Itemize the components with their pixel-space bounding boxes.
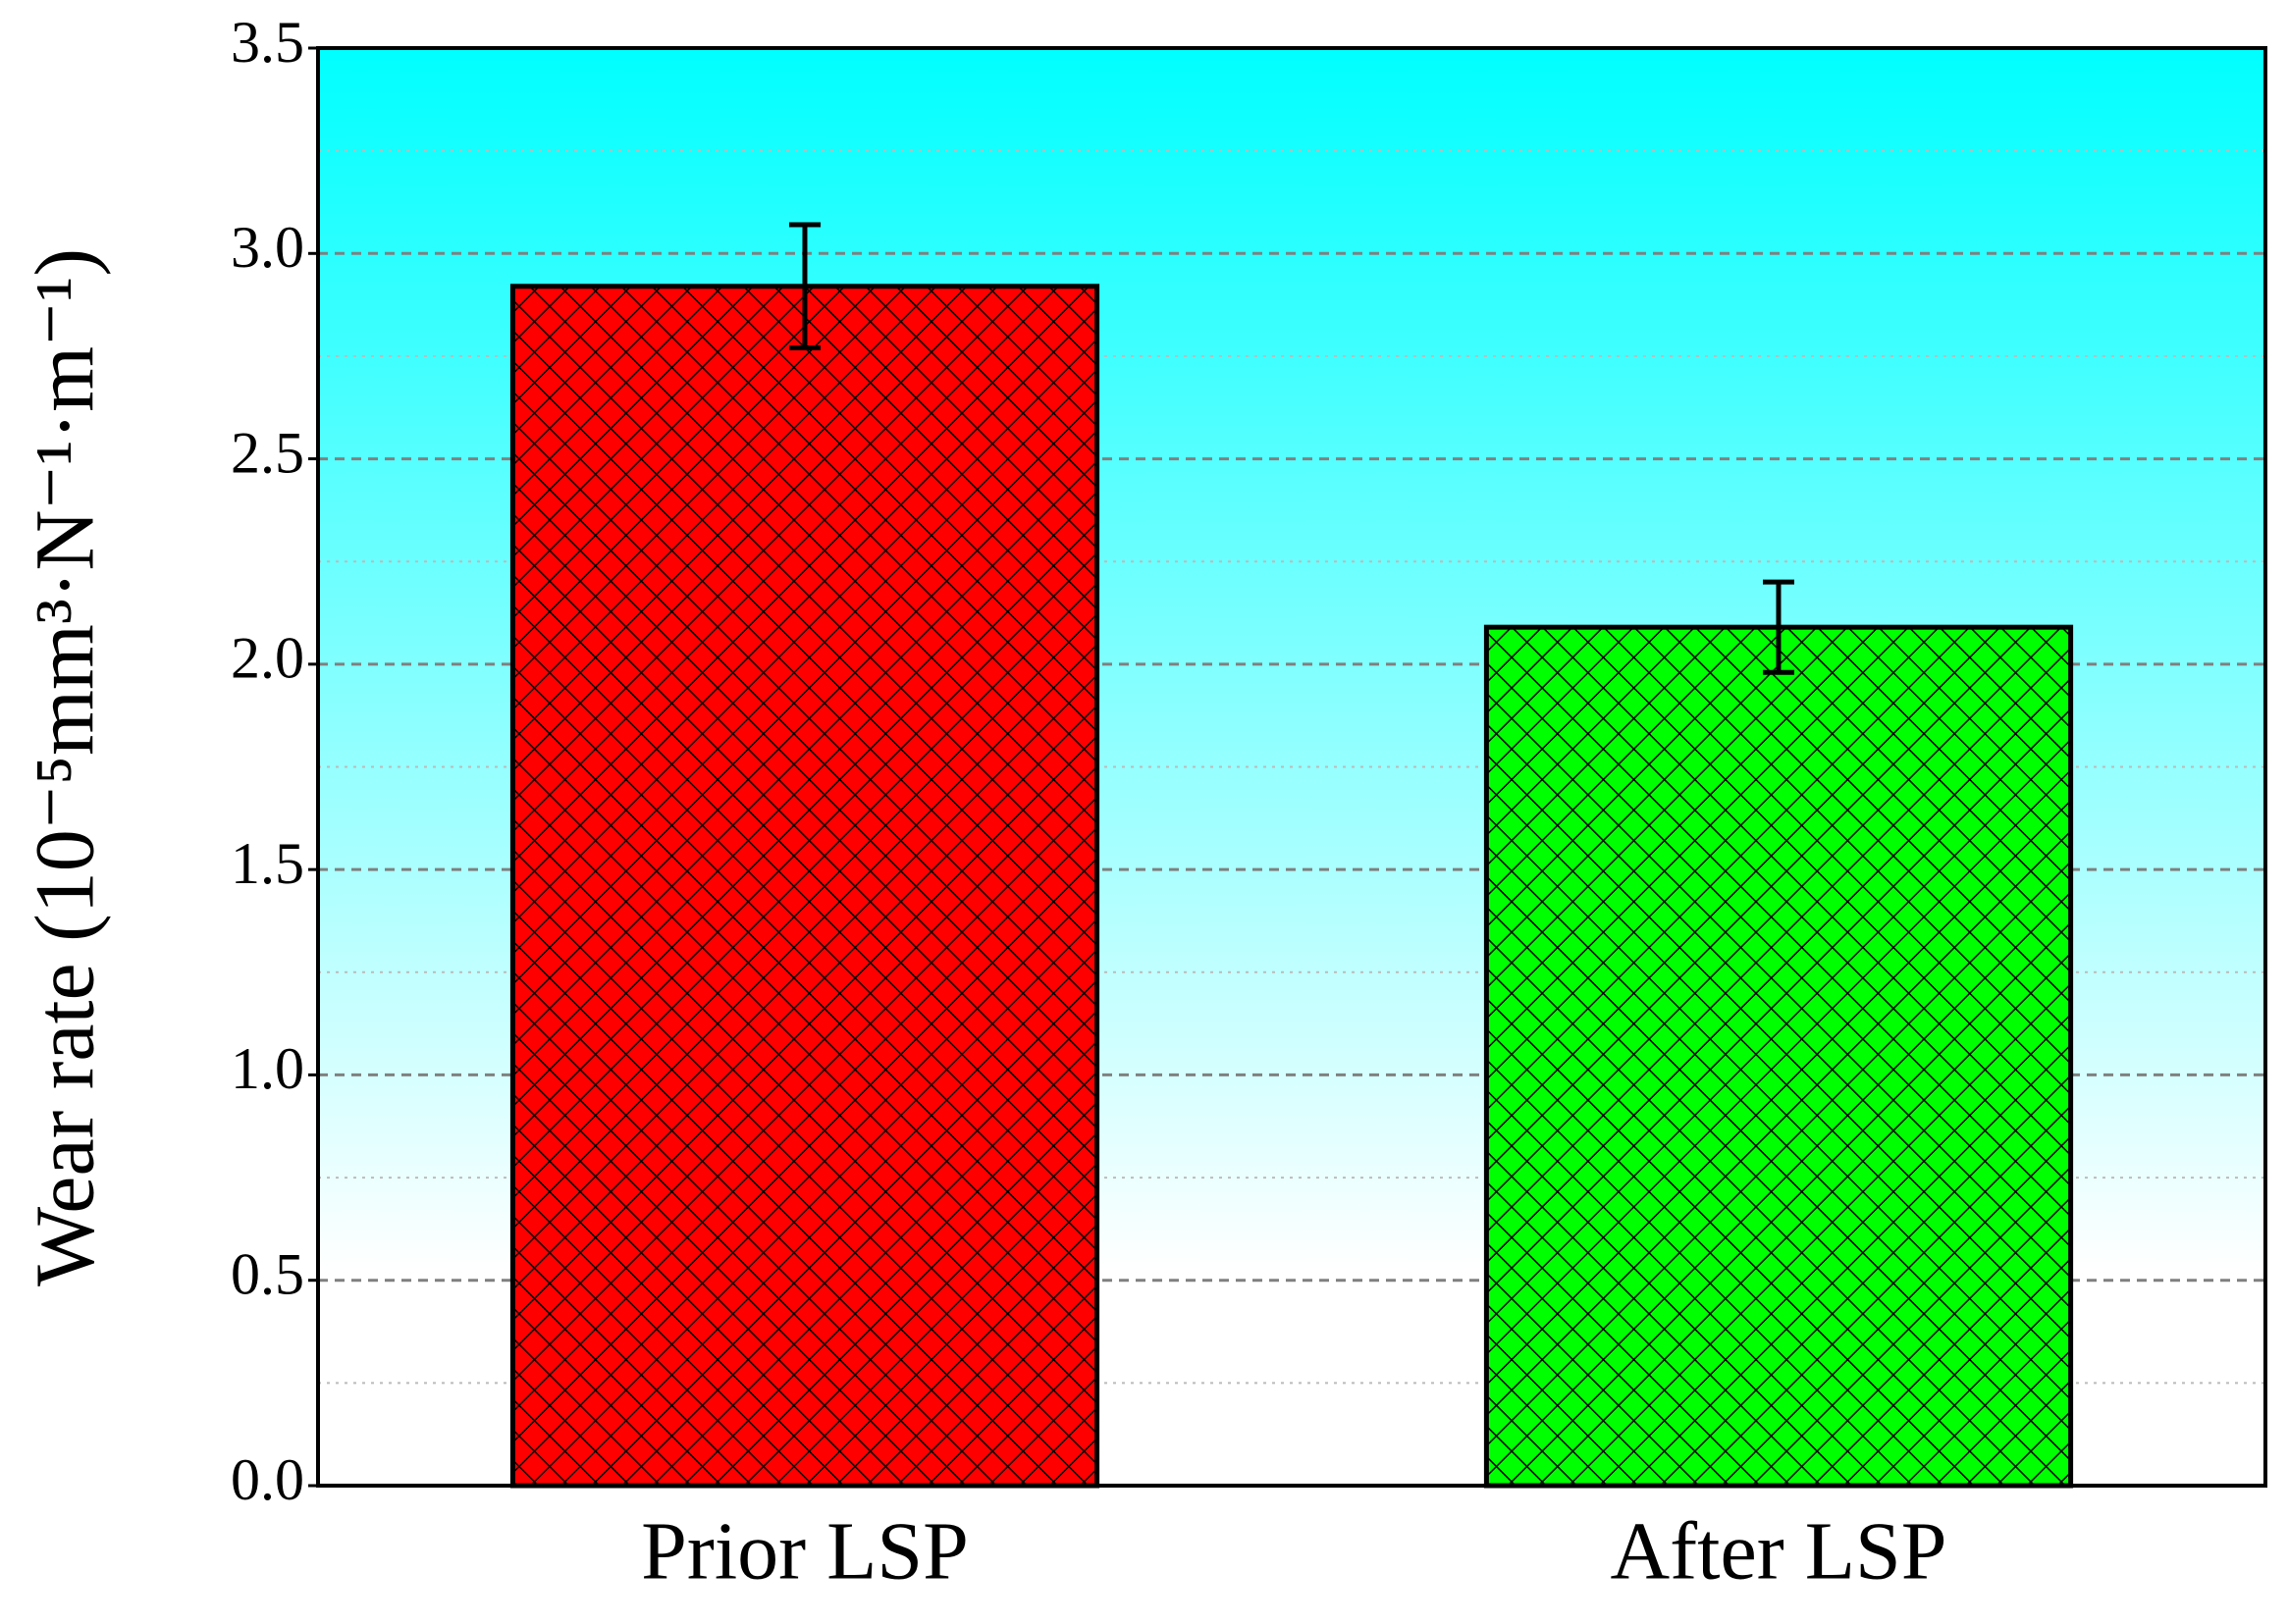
y-tick-label: 2.0	[231, 626, 304, 691]
y-axis-label: Wear rate (10⁻⁵mm³·N⁻¹·m⁻¹)	[18, 248, 112, 1286]
y-tick-label: 2.5	[231, 420, 304, 485]
plot-frame	[316, 46, 2267, 1488]
bar-hatch	[509, 284, 1100, 1489]
y-tick-label: 3.0	[231, 215, 304, 280]
x-tick-label: Prior LSP	[641, 1505, 969, 1597]
x-tick-label: After LSP	[1611, 1505, 1947, 1597]
y-tick-label: 1.5	[231, 831, 304, 896]
y-tick-label: 0.5	[231, 1241, 304, 1306]
bar-hatch	[1483, 624, 2074, 1489]
error-bar	[1763, 579, 1794, 675]
y-tick-label: 1.0	[231, 1036, 304, 1101]
error-bar	[789, 222, 821, 351]
y-tick-label: 3.5	[231, 10, 304, 75]
y-tick-label: 0.0	[231, 1447, 304, 1512]
